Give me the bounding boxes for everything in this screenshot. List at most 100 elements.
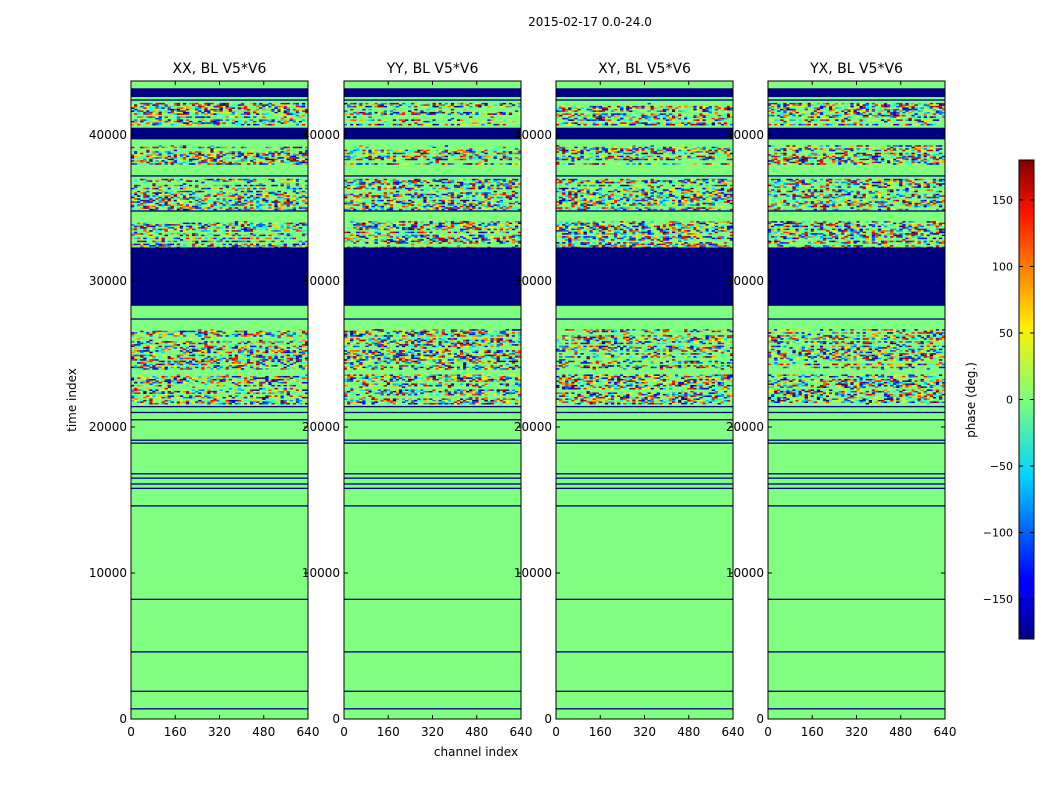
heatmap-cell bbox=[268, 234, 272, 237]
heatmap-cell bbox=[219, 243, 223, 246]
heatmap-cell bbox=[210, 148, 214, 150]
heatmap-cell bbox=[143, 222, 147, 225]
heatmap-cell bbox=[380, 335, 384, 337]
heatmap-cell bbox=[204, 357, 208, 360]
heatmap-cell bbox=[143, 104, 147, 106]
heatmap-cell bbox=[283, 363, 287, 366]
heatmap-cell bbox=[344, 329, 348, 331]
heatmap-cell bbox=[228, 163, 233, 165]
heatmap-cell bbox=[274, 193, 278, 196]
heatmap-cell bbox=[185, 330, 190, 333]
heatmap-cell bbox=[243, 377, 248, 379]
heatmap-cell bbox=[268, 108, 272, 111]
heatmap-cell bbox=[225, 108, 229, 111]
heatmap-cell bbox=[158, 198, 162, 200]
heatmap-cell bbox=[493, 365, 497, 367]
heatmap-cell bbox=[283, 243, 287, 246]
heatmap-cell bbox=[283, 204, 287, 206]
heatmap-cell bbox=[420, 392, 424, 394]
heatmap-cell bbox=[201, 363, 205, 366]
heatmap-cell bbox=[201, 243, 205, 246]
heatmap-cell bbox=[158, 375, 162, 378]
heatmap-cell bbox=[170, 360, 175, 363]
heatmap-cell bbox=[137, 362, 141, 364]
heatmap-cell bbox=[374, 335, 378, 337]
heatmap-cell bbox=[265, 402, 269, 405]
heatmap-cell bbox=[277, 119, 281, 121]
heatmap-cell bbox=[134, 187, 138, 190]
heatmap-cell bbox=[167, 152, 171, 155]
heatmap-cell bbox=[134, 384, 138, 387]
heatmap-cell bbox=[484, 366, 488, 369]
heatmap-cell bbox=[262, 381, 266, 384]
heatmap-cell bbox=[207, 204, 211, 206]
heatmap-cell bbox=[304, 389, 309, 391]
heatmap-cell bbox=[368, 389, 372, 391]
heatmap-cell bbox=[493, 351, 497, 354]
heatmap-cell bbox=[155, 113, 159, 115]
heatmap-cell bbox=[131, 332, 135, 334]
heatmap-cell bbox=[149, 398, 153, 400]
heatmap-cell bbox=[450, 332, 455, 334]
heatmap-cell bbox=[447, 333, 452, 336]
heatmap-cell bbox=[493, 399, 497, 402]
heatmap-cell bbox=[344, 333, 348, 336]
heatmap-cell bbox=[228, 120, 233, 123]
heatmap-cell bbox=[173, 204, 178, 206]
heatmap-cell bbox=[182, 234, 187, 237]
heatmap-cell bbox=[234, 201, 239, 203]
heatmap-cell bbox=[274, 227, 278, 229]
heatmap-cell bbox=[176, 111, 181, 114]
heatmap-cell bbox=[179, 359, 184, 361]
heatmap-cell bbox=[182, 202, 187, 205]
heatmap-cell bbox=[429, 390, 433, 393]
heatmap-cell bbox=[383, 399, 388, 402]
heatmap-cell bbox=[161, 246, 165, 249]
heatmap-cell bbox=[167, 378, 171, 381]
heatmap-cell bbox=[201, 105, 205, 108]
heatmap-cell bbox=[347, 389, 351, 391]
heatmap-cell bbox=[246, 335, 251, 337]
heatmap-cell bbox=[188, 368, 193, 370]
heatmap-cell bbox=[295, 114, 300, 117]
heatmap-cell bbox=[274, 341, 278, 343]
heatmap-cell bbox=[198, 180, 202, 182]
heatmap-cell bbox=[380, 383, 384, 385]
heatmap-cell bbox=[466, 393, 470, 396]
heatmap-cell bbox=[347, 375, 351, 378]
heatmap-cell bbox=[237, 399, 242, 402]
heatmap-cell bbox=[365, 365, 369, 367]
heatmap-cell bbox=[237, 359, 242, 361]
heatmap-cell bbox=[347, 377, 351, 379]
heatmap-cell bbox=[179, 378, 184, 381]
heatmap-cell bbox=[192, 198, 196, 200]
heatmap-cell bbox=[173, 157, 178, 159]
heatmap-cell bbox=[253, 359, 257, 361]
heatmap-cell bbox=[149, 359, 153, 361]
heatmap-cell bbox=[185, 110, 190, 112]
heatmap-cell bbox=[188, 390, 193, 393]
heatmap-cell bbox=[137, 392, 141, 394]
heatmap-cell bbox=[149, 363, 153, 366]
heatmap-cell bbox=[295, 178, 300, 181]
heatmap-cell bbox=[286, 230, 290, 232]
heatmap-cell bbox=[496, 393, 500, 396]
heatmap-cell bbox=[204, 113, 208, 115]
heatmap-cell bbox=[259, 362, 263, 364]
heatmap-cell bbox=[222, 237, 226, 240]
heatmap-cell bbox=[374, 398, 378, 400]
heatmap-cell bbox=[228, 116, 233, 118]
heatmap-cell bbox=[185, 161, 190, 164]
heatmap-cell bbox=[161, 224, 165, 226]
heatmap-cell bbox=[182, 335, 187, 337]
heatmap-cell bbox=[463, 393, 467, 396]
heatmap-cell bbox=[368, 402, 372, 405]
heatmap-cell bbox=[161, 228, 165, 231]
heatmap-cell bbox=[222, 359, 226, 361]
heatmap-cell bbox=[511, 399, 516, 402]
heatmap-cell bbox=[167, 195, 171, 197]
heatmap-cell bbox=[179, 366, 184, 369]
heatmap-cell bbox=[204, 344, 208, 346]
heatmap-cell bbox=[505, 339, 510, 342]
heatmap-cell bbox=[137, 187, 141, 190]
